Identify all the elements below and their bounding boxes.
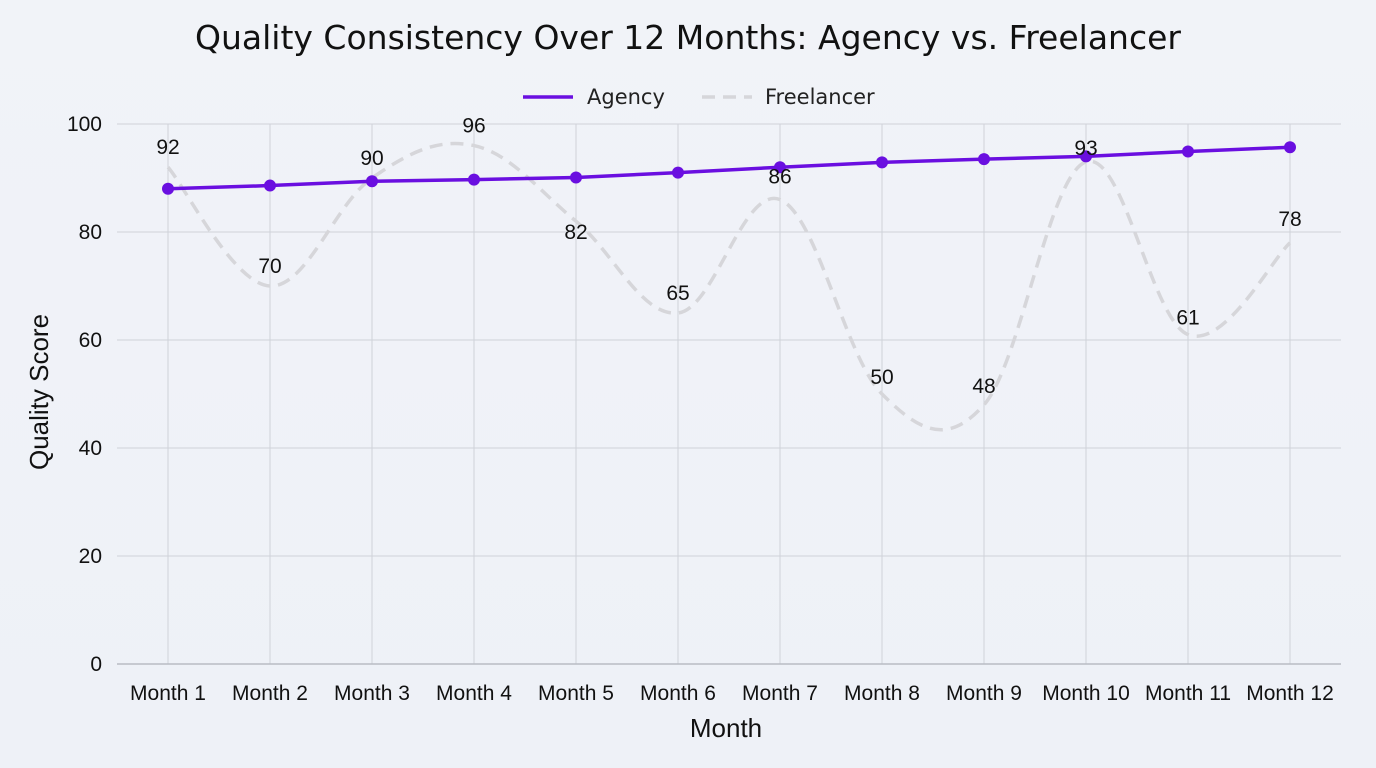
axes: 0 20 40 60 80 100 Month 1 Month 2 Month 3 Month 4… xyxy=(67,113,1341,705)
data-point-agency xyxy=(876,156,888,169)
data-label-freelancer: 96 xyxy=(462,115,485,138)
x-tick-label: Month 12 xyxy=(1246,682,1334,705)
data-point-agency xyxy=(366,175,378,188)
legend-label-agency: Agency xyxy=(587,85,665,109)
y-tick-label: 0 xyxy=(90,653,102,676)
data-label-freelancer: 93 xyxy=(1074,137,1097,160)
data-point-agency xyxy=(1182,145,1194,158)
data-labels: 92 70 90 96 82 65 86 50 48 93 61 78 xyxy=(156,115,1301,398)
y-tick-label: 40 xyxy=(79,437,102,460)
data-point-agency xyxy=(468,173,480,186)
x-tick-label: Month 11 xyxy=(1145,682,1231,705)
x-tick-label: Month 1 xyxy=(130,682,206,705)
data-label-freelancer: 48 xyxy=(972,375,995,398)
y-tick-label: 100 xyxy=(67,113,102,136)
data-label-freelancer: 70 xyxy=(258,255,281,278)
x-tick-label: Month 8 xyxy=(844,682,920,705)
data-point-agency xyxy=(978,153,990,166)
data-label-freelancer: 82 xyxy=(564,221,587,244)
y-tick-label: 20 xyxy=(79,545,102,568)
data-point-agency xyxy=(162,182,174,195)
y-tick-label: 80 xyxy=(79,221,102,244)
y-tick-label: 60 xyxy=(79,329,102,352)
x-tick-label: Month 7 xyxy=(742,682,818,705)
legend: Agency Freelancer xyxy=(523,85,875,109)
y-axis-title: Quality Score xyxy=(24,314,54,470)
plot-area xyxy=(162,141,1296,432)
data-point-agency xyxy=(264,179,276,192)
series-line-agency xyxy=(167,145,1291,191)
grid xyxy=(117,123,1341,664)
x-tick-label: Month 10 xyxy=(1042,682,1130,705)
data-label-freelancer: 50 xyxy=(870,366,893,389)
data-point-agency xyxy=(774,161,786,174)
data-point-agency xyxy=(570,171,582,184)
x-axis-title: Month xyxy=(690,713,762,743)
data-label-freelancer: 86 xyxy=(768,166,791,189)
x-tick-label: Month 9 xyxy=(946,682,1022,705)
data-label-freelancer: 92 xyxy=(156,136,179,159)
data-label-freelancer: 90 xyxy=(360,147,383,170)
chart-title: Quality Consistency Over 12 Months: Agen… xyxy=(195,18,1181,57)
x-tick-label: Month 3 xyxy=(334,682,410,705)
data-label-freelancer: 78 xyxy=(1278,208,1301,231)
data-point-agency xyxy=(1284,141,1296,154)
data-label-freelancer: 65 xyxy=(666,282,689,305)
x-tick-label: Month 6 xyxy=(640,682,716,705)
data-point-agency xyxy=(1080,150,1092,163)
data-point-agency xyxy=(672,166,684,179)
x-tick-label: Month 2 xyxy=(232,682,308,705)
series-line-freelancer xyxy=(166,141,1292,432)
legend-label-freelancer: Freelancer xyxy=(765,85,875,109)
x-tick-label: Month 4 xyxy=(436,682,512,705)
x-tick-label: Month 5 xyxy=(538,682,614,705)
data-label-freelancer: 61 xyxy=(1176,307,1199,330)
